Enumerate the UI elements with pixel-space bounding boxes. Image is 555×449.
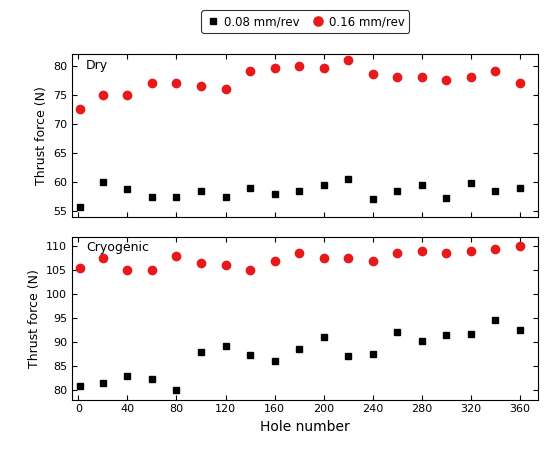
0.16 mm/rev: [467, 248, 474, 254]
0.08 mm/rev: [492, 188, 499, 194]
0.08 mm/rev: [443, 332, 450, 338]
0.16 mm/rev: [443, 77, 450, 83]
0.08 mm/rev: [149, 376, 155, 382]
0.08 mm/rev: [99, 380, 106, 386]
0.16 mm/rev: [198, 83, 204, 88]
Line: 0.16 mm/rev: 0.16 mm/rev: [75, 242, 524, 274]
0.16 mm/rev: [443, 251, 450, 256]
0.08 mm/rev: [76, 204, 83, 210]
0.16 mm/rev: [517, 243, 523, 249]
0.08 mm/rev: [345, 176, 351, 182]
0.08 mm/rev: [296, 188, 302, 194]
0.16 mm/rev: [320, 255, 327, 261]
Line: 0.16 mm/rev: 0.16 mm/rev: [75, 56, 524, 114]
0.08 mm/rev: [418, 338, 425, 343]
0.16 mm/rev: [370, 71, 376, 77]
0.16 mm/rev: [517, 80, 523, 86]
0.16 mm/rev: [467, 75, 474, 80]
0.08 mm/rev: [320, 335, 327, 340]
0.08 mm/rev: [345, 354, 351, 359]
Text: Dry: Dry: [86, 59, 108, 72]
0.08 mm/rev: [370, 197, 376, 202]
0.08 mm/rev: [271, 191, 278, 196]
0.08 mm/rev: [149, 194, 155, 199]
0.16 mm/rev: [247, 268, 254, 273]
0.08 mm/rev: [124, 373, 130, 379]
0.16 mm/rev: [271, 66, 278, 71]
Y-axis label: Thrust force (N): Thrust force (N): [34, 86, 48, 185]
0.08 mm/rev: [173, 387, 180, 393]
0.08 mm/rev: [271, 359, 278, 364]
0.08 mm/rev: [443, 196, 450, 201]
0.16 mm/rev: [320, 66, 327, 71]
0.16 mm/rev: [76, 106, 83, 112]
0.08 mm/rev: [173, 194, 180, 199]
0.16 mm/rev: [99, 255, 106, 261]
Y-axis label: Thrust force (N): Thrust force (N): [28, 269, 41, 368]
0.08 mm/rev: [320, 182, 327, 188]
0.16 mm/rev: [345, 57, 351, 62]
0.16 mm/rev: [418, 248, 425, 254]
0.16 mm/rev: [370, 258, 376, 263]
X-axis label: Hole number: Hole number: [260, 420, 350, 434]
0.16 mm/rev: [492, 246, 499, 251]
0.08 mm/rev: [394, 188, 401, 194]
0.08 mm/rev: [124, 186, 130, 192]
0.16 mm/rev: [345, 255, 351, 261]
0.16 mm/rev: [296, 251, 302, 256]
Line: 0.08 mm/rev: 0.08 mm/rev: [77, 318, 523, 393]
0.08 mm/rev: [467, 180, 474, 186]
0.16 mm/rev: [247, 69, 254, 74]
0.16 mm/rev: [149, 268, 155, 273]
0.16 mm/rev: [492, 69, 499, 74]
0.08 mm/rev: [394, 330, 401, 335]
0.08 mm/rev: [418, 182, 425, 188]
0.08 mm/rev: [517, 327, 523, 333]
0.16 mm/rev: [124, 268, 130, 273]
0.16 mm/rev: [222, 86, 229, 92]
0.16 mm/rev: [418, 75, 425, 80]
0.08 mm/rev: [76, 383, 83, 389]
0.16 mm/rev: [198, 260, 204, 266]
0.16 mm/rev: [76, 265, 83, 270]
0.08 mm/rev: [370, 352, 376, 357]
Text: Cryogenic: Cryogenic: [86, 242, 149, 255]
0.08 mm/rev: [467, 331, 474, 337]
Line: 0.08 mm/rev: 0.08 mm/rev: [77, 176, 523, 210]
0.08 mm/rev: [247, 185, 254, 190]
0.16 mm/rev: [124, 92, 130, 97]
0.16 mm/rev: [99, 92, 106, 97]
0.16 mm/rev: [222, 263, 229, 268]
0.16 mm/rev: [394, 251, 401, 256]
0.16 mm/rev: [296, 63, 302, 68]
0.16 mm/rev: [173, 253, 180, 259]
0.08 mm/rev: [222, 343, 229, 348]
0.08 mm/rev: [222, 194, 229, 199]
0.16 mm/rev: [149, 80, 155, 86]
0.08 mm/rev: [99, 179, 106, 185]
0.16 mm/rev: [271, 258, 278, 263]
0.08 mm/rev: [198, 188, 204, 194]
0.08 mm/rev: [198, 349, 204, 354]
Legend: 0.08 mm/rev, 0.16 mm/rev: 0.08 mm/rev, 0.16 mm/rev: [201, 10, 410, 33]
0.16 mm/rev: [173, 80, 180, 86]
0.08 mm/rev: [247, 353, 254, 358]
0.08 mm/rev: [296, 347, 302, 352]
0.16 mm/rev: [394, 75, 401, 80]
0.08 mm/rev: [517, 185, 523, 190]
0.08 mm/rev: [492, 318, 499, 323]
